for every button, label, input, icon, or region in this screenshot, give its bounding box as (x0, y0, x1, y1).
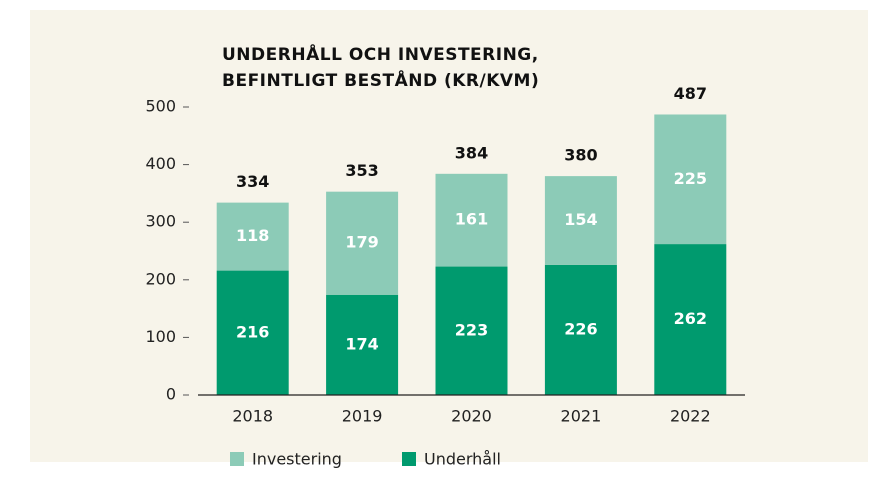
x-tick-label: 2021 (561, 407, 602, 426)
bar-segment (326, 294, 399, 395)
chart-title: UNDERHÅLL OCH INVESTERING, (222, 42, 539, 65)
value-label: 225 (674, 169, 707, 188)
value-label: 223 (455, 320, 488, 339)
total-label: 487 (674, 84, 707, 103)
total-label: 380 (564, 146, 597, 165)
bar-segment (326, 191, 399, 295)
x-tick-label: 2022 (670, 407, 711, 426)
y-tick-label: 500 (145, 97, 176, 116)
total-label: 353 (345, 161, 378, 180)
legend-swatch (402, 452, 416, 466)
legend-swatch (230, 452, 244, 466)
legend-label: Investering (252, 450, 342, 469)
bar-segment (544, 176, 617, 265)
bar-segment (435, 173, 508, 267)
bar-segment (654, 244, 727, 395)
value-label: 154 (564, 210, 597, 229)
x-tick-label: 2019 (342, 407, 383, 426)
value-label: 161 (455, 210, 488, 229)
total-label: 384 (455, 143, 488, 162)
bar-segment (435, 266, 508, 395)
chart-title: BEFINTLIGT BESTÅND (KR/KVM) (222, 68, 539, 91)
x-tick-label: 2020 (451, 407, 492, 426)
x-tick-label: 2018 (232, 407, 273, 426)
total-label: 334 (236, 172, 269, 191)
y-tick-label: 300 (145, 212, 176, 231)
value-label: 118 (236, 226, 269, 245)
legend-label: Underhåll (424, 450, 501, 469)
bar-segment (216, 202, 289, 271)
bar-segment (216, 270, 289, 395)
value-label: 179 (345, 233, 378, 252)
value-label: 262 (674, 309, 707, 328)
value-label: 226 (564, 319, 597, 338)
y-tick-label: 100 (145, 327, 176, 346)
y-tick-label: 200 (145, 269, 176, 288)
value-label: 174 (345, 334, 378, 353)
value-label: 216 (236, 322, 269, 341)
bar-segment (544, 264, 617, 395)
bar-segment (654, 114, 727, 245)
y-tick-label: 400 (145, 154, 176, 173)
y-tick-label: 0 (166, 385, 176, 404)
